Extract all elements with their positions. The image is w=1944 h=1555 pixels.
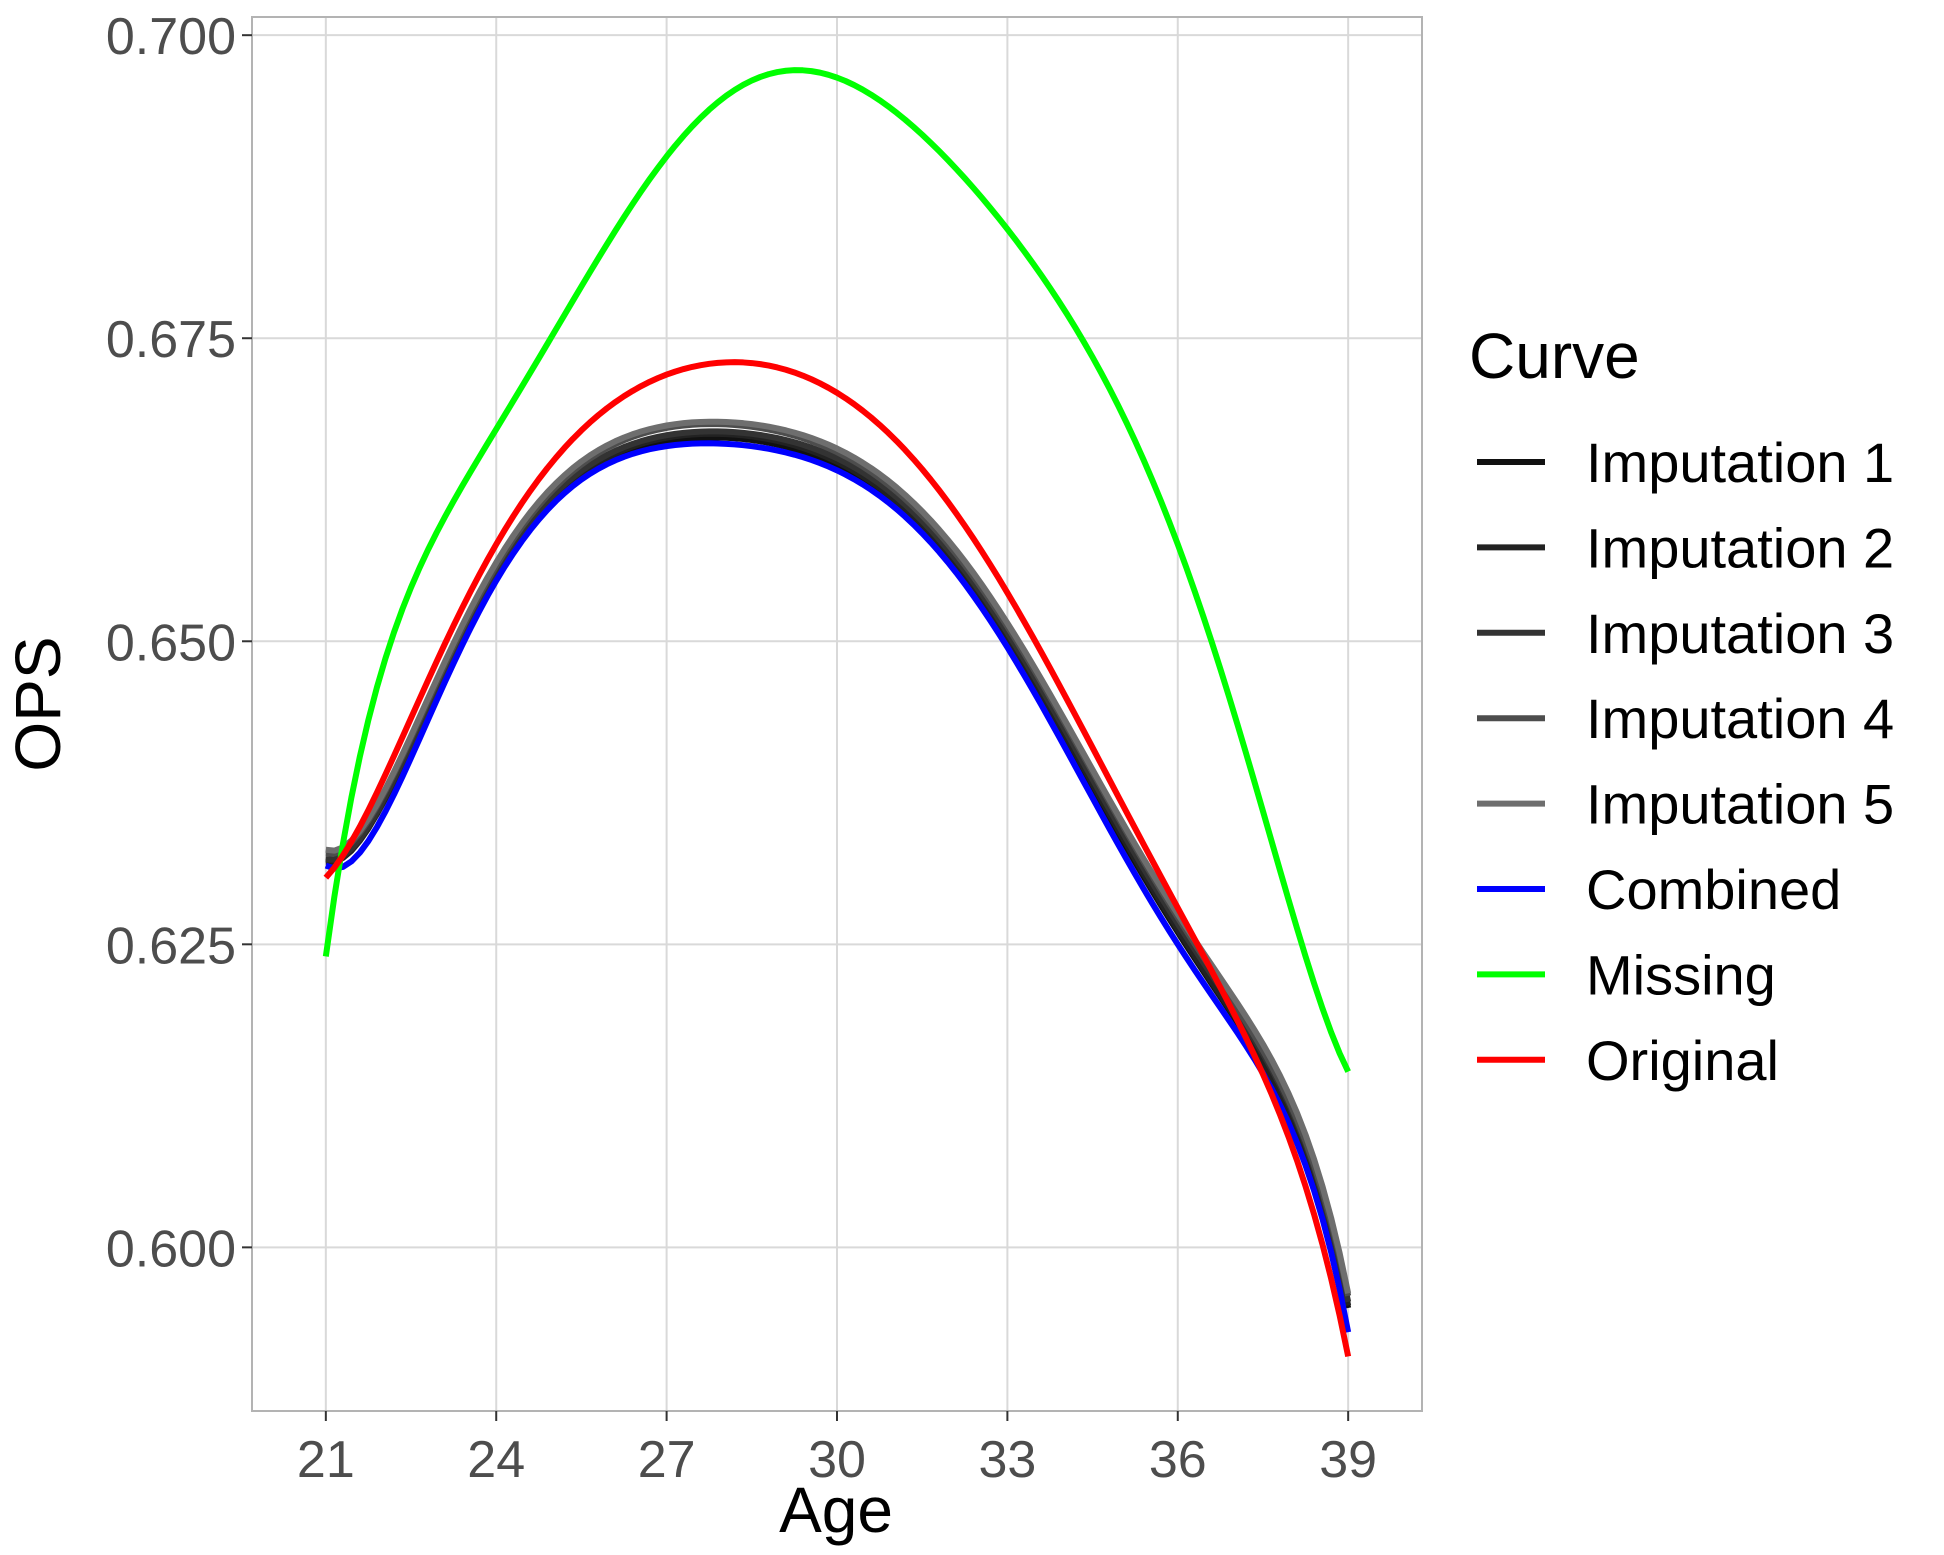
y-tick-label: 0.675 xyxy=(106,311,236,369)
legend-item: Imputation 4 xyxy=(1477,687,1894,750)
legend-item: Imputation 3 xyxy=(1477,602,1894,665)
series-line-original xyxy=(323,359,1352,1358)
y-tick-label: 0.600 xyxy=(106,1220,236,1278)
y-tick-label: 0.650 xyxy=(106,614,236,672)
series-line-combined xyxy=(324,440,1352,1333)
y-axis-ticks: 0.600 0.625 0.650 0.675 0.700 xyxy=(106,8,252,1278)
legend-title: Curve xyxy=(1469,320,1640,392)
y-tick-label: 0.625 xyxy=(106,917,236,975)
x-tick-label: 30 xyxy=(808,1431,866,1489)
x-axis-title: Age xyxy=(779,1474,893,1546)
legend-item: Missing xyxy=(1477,943,1776,1006)
legend-item: Original xyxy=(1477,1029,1779,1092)
grid xyxy=(252,17,1422,1411)
legend-label: Imputation 3 xyxy=(1586,602,1894,665)
x-tick-label: 36 xyxy=(1149,1431,1207,1489)
legend-item: Combined xyxy=(1477,858,1841,921)
series-lines xyxy=(322,67,1352,1358)
x-tick-label: 24 xyxy=(467,1431,525,1489)
x-tick-label: 27 xyxy=(638,1431,696,1489)
legend-label: Imputation 5 xyxy=(1586,773,1894,836)
legend-label: Imputation 1 xyxy=(1586,431,1894,494)
legend-label: Original xyxy=(1586,1029,1779,1092)
legend-label: Combined xyxy=(1586,858,1841,921)
x-tick-label: 21 xyxy=(297,1431,355,1489)
legend-label: Missing xyxy=(1586,943,1776,1006)
legend-label: Imputation 2 xyxy=(1586,516,1894,579)
legend-items: Imputation 1 Imputation 2 Imputation 3 Impu… xyxy=(1477,431,1894,1092)
legend-item: Imputation 2 xyxy=(1477,516,1894,579)
x-tick-label: 33 xyxy=(978,1431,1036,1489)
legend-item: Imputation 5 xyxy=(1477,773,1894,836)
x-axis-ticks: 21 24 27 30 33 36 39 xyxy=(297,1411,1377,1489)
x-tick-label: 39 xyxy=(1319,1431,1377,1489)
y-axis-title: OPS xyxy=(2,636,74,771)
legend-label: Imputation 4 xyxy=(1586,687,1894,750)
series-line-missing xyxy=(322,67,1351,1073)
legend-item: Imputation 1 xyxy=(1477,431,1894,494)
y-tick-label: 0.700 xyxy=(106,8,236,66)
